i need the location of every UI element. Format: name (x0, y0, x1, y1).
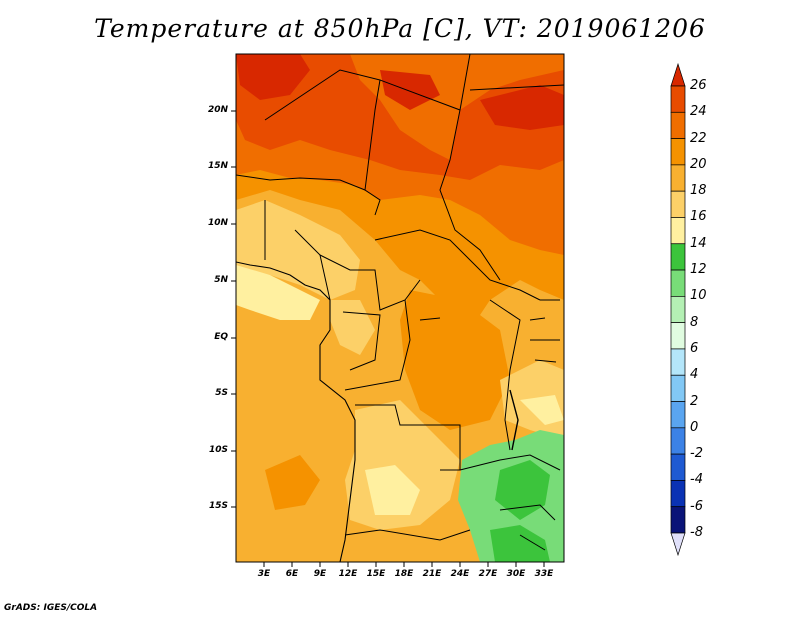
colorbar (670, 62, 686, 557)
lon-label-6e: 6E (285, 569, 299, 579)
field-20-22-congo (400, 290, 510, 430)
border-niger (264, 69, 381, 216)
colorbar-label: 22 (690, 130, 707, 146)
colorbar-segment (670, 322, 686, 350)
lat-label-10s: 10S (208, 445, 228, 455)
field-above-26-west (236, 54, 310, 100)
colorbar-label: -6 (690, 498, 703, 514)
border-cameroon (319, 254, 421, 311)
colorbar-segment (670, 269, 686, 297)
border-drc-west (344, 299, 411, 391)
colorbar-label: -2 (690, 446, 703, 462)
colorbar-label: 24 (690, 104, 707, 120)
axis-ticks (231, 110, 545, 567)
lon-label-3e: 3E (257, 569, 271, 579)
colorbar-segment (670, 217, 686, 245)
colorbar-segment (670, 348, 686, 376)
colorbar-max-arrow (670, 62, 686, 87)
border-libya-sudan (459, 54, 471, 111)
lon-label-24e: 24E (450, 569, 470, 579)
colorbar-label: 26 (690, 78, 707, 93)
lon-label-21e: 21E (422, 569, 442, 579)
lat-label-5s: 5S (215, 388, 228, 398)
coastline (236, 261, 356, 562)
border-zambia (459, 454, 561, 471)
field-14-16-angola (365, 465, 420, 515)
field-12-14-b (490, 525, 550, 562)
border-east-africa (530, 299, 560, 363)
map-frame (235, 53, 565, 563)
field-14-16-east (520, 395, 564, 425)
border-west-africa (236, 174, 366, 191)
border-egypt-sudan (469, 84, 564, 91)
field-16-18-west (236, 200, 360, 300)
colorbar-segment (670, 111, 686, 139)
colorbar-label: 4 (690, 367, 699, 383)
colorbar-segment (670, 85, 686, 113)
field-above-26-east (480, 85, 564, 130)
colorbar-segment (670, 506, 686, 534)
colorbar-label: 18 (690, 183, 707, 199)
lon-label-27e: 27E (478, 569, 498, 579)
lat-label-eq: EQ (214, 332, 228, 342)
border-namibia (344, 529, 471, 541)
field-20-22-southwest (265, 455, 320, 510)
colorbar-label: 0 (690, 419, 699, 435)
lat-label-20n: 20N (207, 105, 228, 115)
colorbar-label: -4 (690, 472, 703, 488)
temperature-field (236, 54, 564, 562)
border-angola (355, 404, 461, 471)
lon-label-30e: 30E (506, 569, 526, 579)
lon-label-33e: 33E (534, 569, 554, 579)
colorbar-label: 10 (690, 288, 707, 304)
lon-label-12e: 12E (338, 569, 358, 579)
lake-tanganyika (509, 389, 519, 451)
colorbar-label: 20 (690, 156, 707, 172)
country-borders (236, 54, 564, 551)
software-credit: GrADS: IGES/COLA (4, 603, 98, 613)
colorbar-label: 14 (690, 235, 707, 251)
colorbar-segment (670, 401, 686, 429)
colorbar-label: 12 (690, 262, 707, 278)
lon-label-18e: 18E (394, 569, 414, 579)
colorbar-segment (670, 138, 686, 166)
field-14-16-coast (236, 265, 320, 320)
colorbar-segment (670, 427, 686, 455)
colorbar-segment (670, 374, 686, 402)
colorbar-segment (670, 164, 686, 192)
border-car (374, 229, 541, 301)
field-above-26-central (380, 70, 440, 110)
colorbar-segment (670, 453, 686, 481)
colorbar-segment (670, 296, 686, 323)
colorbar-label: -8 (690, 525, 703, 540)
border-gabon-congo (342, 311, 381, 371)
border-drc-east (489, 299, 521, 451)
colorbar-segment (670, 190, 686, 218)
map-title: Temperature at 850hPa [C], VT: 201906120… (94, 14, 706, 43)
lat-label-10n: 10N (207, 218, 228, 228)
colorbar-label: 8 (690, 314, 699, 330)
lakes (419, 317, 546, 321)
lon-label-15e: 15E (366, 569, 386, 579)
colorbar-segment (670, 480, 686, 508)
colorbar-segment (670, 243, 686, 271)
lat-label-15n: 15N (207, 161, 228, 171)
lat-label-15s: 15S (208, 501, 228, 511)
colorbar-label: 16 (690, 209, 707, 225)
lat-label-5n: 5N (214, 275, 228, 285)
border-zimbabwe (499, 504, 556, 551)
lon-label-9e: 9E (313, 569, 327, 579)
colorbar-min-arrow (670, 532, 686, 557)
colorbar-label: 6 (690, 340, 699, 356)
field-24-26 (236, 54, 564, 180)
colorbar-label: 2 (690, 393, 699, 409)
